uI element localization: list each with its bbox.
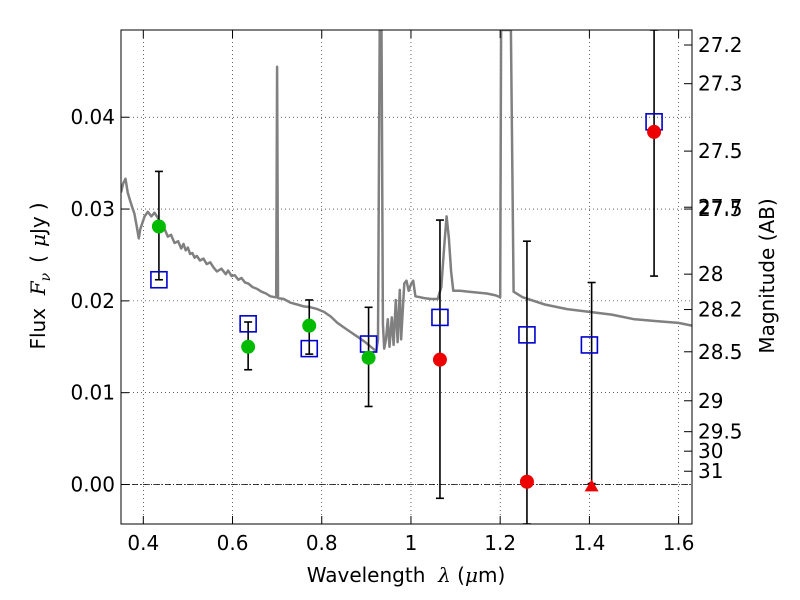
magnitude-tick-label: 31 (698, 459, 723, 483)
magnitude-tick-label: 28.2 (698, 298, 743, 322)
x-tick-label: 1 (405, 531, 418, 555)
x-tick-label: 0.4 (127, 531, 159, 555)
magnitude-tick-label: 27.5 (698, 197, 743, 221)
magnitude-tick-label: 28.5 (698, 340, 743, 364)
photometry-markers (150, 113, 663, 492)
plot-frame (120, 29, 693, 525)
y-tick-label: 0.04 (70, 105, 115, 129)
filled-circle-marker (361, 350, 376, 365)
y-tick-label: 0.03 (70, 197, 115, 221)
open-square-marker (150, 270, 168, 289)
x-axis-title: Wavelength λ (μm) (307, 563, 506, 587)
filled-circle-marker (241, 339, 256, 354)
magnitude-tick-label: 27.2 (698, 33, 743, 57)
y-axis-ticks: 0.00 0.01 0.02 0.03 0.04 (70, 105, 129, 497)
x-tick-label: 1.6 (663, 531, 695, 555)
magnitude-tick-label: 30 (698, 439, 723, 463)
magnitude-tick-label: 27.5 (698, 139, 743, 163)
open-square-marker (580, 336, 599, 354)
magnitude-tick-label: 27.3 (698, 72, 743, 96)
filled-circle-marker (432, 352, 447, 367)
magnitude-tick-label: 28 (698, 262, 723, 286)
filled-circle-marker (647, 124, 662, 139)
magnitude-axis-title: Magnitude (AB) (755, 198, 779, 353)
grid (121, 30, 692, 524)
magnitude-tick-label: 27.7 (698, 195, 743, 219)
open-square-marker (431, 308, 449, 327)
x-tick-label: 0.6 (217, 531, 249, 555)
open-square-marker (300, 339, 319, 358)
y-tick-label: 0.01 (70, 381, 115, 405)
filled-circle-marker (519, 474, 534, 489)
magnitude-tick-label: 29 (698, 389, 723, 413)
magnitude-tick-label: 29.5 (698, 420, 743, 444)
y-tick-label: 0.02 (70, 289, 115, 313)
filled-circle-marker (302, 318, 317, 333)
x-axis-ticks: 0.4 0.6 0.8 1 1.2 1.4 1.6 (127, 30, 695, 555)
y-axis-title: Flux Fν(μJy) (26, 202, 54, 349)
open-square-marker (239, 315, 257, 333)
error-bars (154, 30, 659, 524)
triangle-marker (584, 479, 599, 492)
open-square-marker (518, 326, 536, 344)
sed-model (121, 30, 692, 353)
x-tick-label: 1.4 (573, 531, 605, 555)
x-tick-label: 0.8 (306, 531, 338, 555)
x-tick-label: 1.2 (484, 531, 516, 555)
sed-model-line (121, 30, 692, 353)
filled-circle-marker (151, 219, 166, 234)
y-tick-label: 0.00 (70, 473, 115, 497)
